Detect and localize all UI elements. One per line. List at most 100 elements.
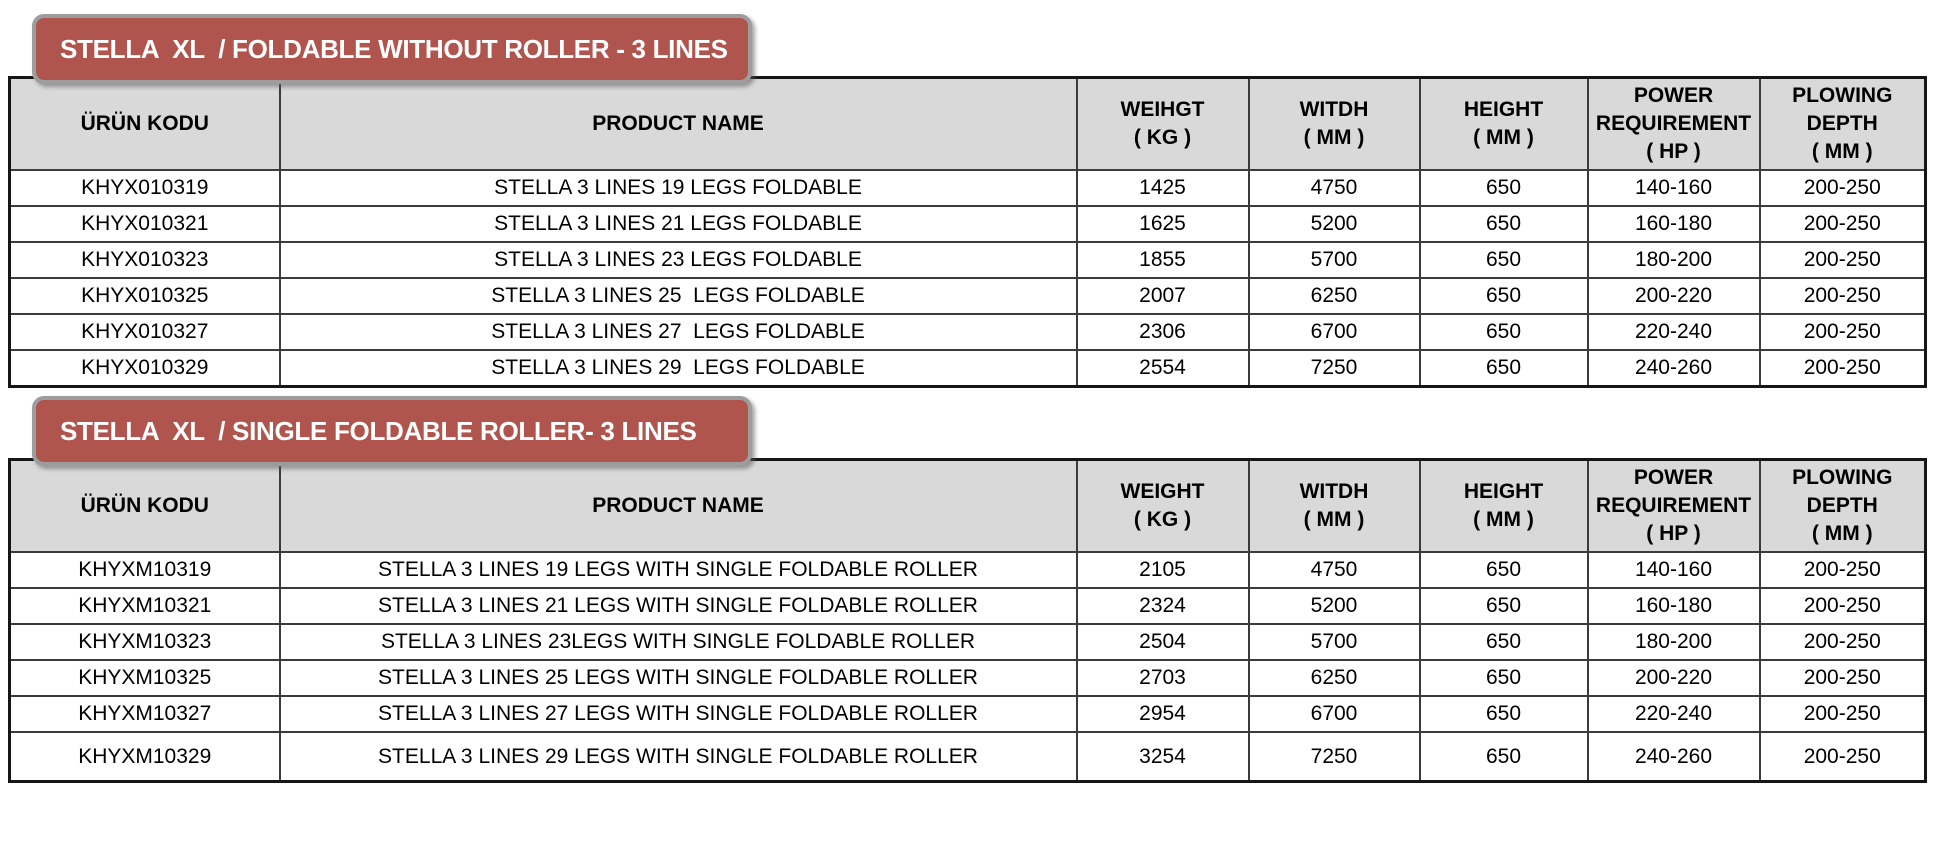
width-mm-cell: 5700 — [1247, 241, 1421, 279]
height-mm-cell: 650 — [1418, 623, 1589, 661]
width-mm-cell: 6700 — [1247, 695, 1421, 733]
column-header-width-mm: WITDH ( MM ) — [1247, 76, 1421, 171]
column-header-width-mm: WITDH ( MM ) — [1247, 458, 1421, 553]
product-name-cell: STELLA 3 LINES 27 LEGS FOLDABLE — [278, 313, 1078, 351]
header-row: ÜRÜN KODU PRODUCT NAME WEIGHT ( KG ) WITDH … — [8, 458, 1927, 553]
height-mm-cell: 650 — [1418, 169, 1589, 207]
plowing-depth-mm-cell: 200-250 — [1758, 241, 1927, 279]
width-mm-cell: 5700 — [1247, 623, 1421, 661]
urun-kodu-cell: KHYX010325 — [8, 277, 281, 315]
weight-kg-cell: 1425 — [1075, 169, 1250, 207]
urun-kodu-cell: KHYX010319 — [8, 169, 281, 207]
section-banner-foldable-without-roller: STELLA XL / FOLDABLE WITHOUT ROLLER - 3 … — [32, 14, 752, 84]
table-row: KHYXM10319 STELLA 3 LINES 19 LEGS WITH SI… — [8, 551, 1927, 589]
height-mm-cell: 650 — [1418, 551, 1589, 589]
power-requirement-hp-cell: 180-200 — [1586, 241, 1761, 279]
weight-kg-cell: 2554 — [1075, 349, 1250, 388]
table-row: KHYXM10327 STELLA 3 LINES 27 LEGS WITH SI… — [8, 695, 1927, 733]
width-mm-cell: 4750 — [1247, 551, 1421, 589]
power-requirement-hp-cell: 240-260 — [1586, 731, 1761, 783]
weight-kg-cell: 2105 — [1075, 551, 1250, 589]
product-name-cell: STELLA 3 LINES 23 LEGS FOLDABLE — [278, 241, 1078, 279]
power-requirement-hp-cell: 180-200 — [1586, 623, 1761, 661]
urun-kodu-cell: KHYXM10321 — [8, 587, 281, 625]
product-name-cell: STELLA 3 LINES 29 LEGS WITH SINGLE FOLDA… — [278, 731, 1078, 783]
width-mm-cell: 5200 — [1247, 205, 1421, 243]
height-mm-cell: 650 — [1418, 349, 1589, 388]
product-name-cell: STELLA 3 LINES 23LEGS WITH SINGLE FOLDAB… — [278, 623, 1078, 661]
column-header-product-name: PRODUCT NAME — [278, 458, 1078, 553]
plowing-depth-mm-cell: 200-250 — [1758, 313, 1927, 351]
power-requirement-hp-cell: 200-220 — [1586, 277, 1761, 315]
urun-kodu-cell: KHYXM10325 — [8, 659, 281, 697]
product-name-cell: STELLA 3 LINES 19 LEGS FOLDABLE — [278, 169, 1078, 207]
urun-kodu-cell: KHYXM10319 — [8, 551, 281, 589]
width-mm-cell: 6250 — [1247, 277, 1421, 315]
product-name-cell: STELLA 3 LINES 27 LEGS WITH SINGLE FOLDA… — [278, 695, 1078, 733]
spec-table-single-foldable-roller: ÜRÜN KODU PRODUCT NAME WEIGHT ( KG ) WITDH … — [8, 458, 1927, 783]
width-mm-cell: 6700 — [1247, 313, 1421, 351]
plowing-depth-mm-cell: 200-250 — [1758, 169, 1927, 207]
table-row: KHYX010329 STELLA 3 LINES 29 LEGS FOLDABL… — [8, 349, 1927, 388]
table-row: KHYXM10323 STELLA 3 LINES 23LEGS WITH SIN… — [8, 623, 1927, 661]
power-requirement-hp-cell: 240-260 — [1586, 349, 1761, 388]
power-requirement-hp-cell: 220-240 — [1586, 313, 1761, 351]
weight-kg-cell: 2954 — [1075, 695, 1250, 733]
weight-kg-cell: 2306 — [1075, 313, 1250, 351]
width-mm-cell: 7250 — [1247, 731, 1421, 783]
table-row: KHYX010323 STELLA 3 LINES 23 LEGS FOLDABL… — [8, 241, 1927, 279]
plowing-depth-mm-cell: 200-250 — [1758, 731, 1927, 783]
height-mm-cell: 650 — [1418, 731, 1589, 783]
column-header-product-name: PRODUCT NAME — [278, 76, 1078, 171]
power-requirement-hp-cell: 140-160 — [1586, 551, 1761, 589]
column-header-power-requirement-hp: POWER REQUIREMENT ( HP ) — [1586, 76, 1761, 171]
column-header-urun-kodu: ÜRÜN KODU — [8, 458, 281, 553]
height-mm-cell: 650 — [1418, 205, 1589, 243]
table-row: KHYXM10329 STELLA 3 LINES 29 LEGS WITH SI… — [8, 731, 1927, 783]
height-mm-cell: 650 — [1418, 587, 1589, 625]
urun-kodu-cell: KHYXM10329 — [8, 731, 281, 783]
urun-kodu-cell: KHYXM10323 — [8, 623, 281, 661]
column-header-weight-kg: WEIHGT ( KG ) — [1075, 76, 1250, 171]
plowing-depth-mm-cell: 200-250 — [1758, 587, 1927, 625]
product-name-cell: STELLA 3 LINES 21 LEGS FOLDABLE — [278, 205, 1078, 243]
urun-kodu-cell: KHYX010329 — [8, 349, 281, 388]
plowing-depth-mm-cell: 200-250 — [1758, 205, 1927, 243]
urun-kodu-cell: KHYX010321 — [8, 205, 281, 243]
column-header-plowing-depth-mm: PLOWING DEPTH ( MM ) — [1758, 76, 1927, 171]
height-mm-cell: 650 — [1418, 277, 1589, 315]
weight-kg-cell: 2504 — [1075, 623, 1250, 661]
header-row: ÜRÜN KODU PRODUCT NAME WEIHGT ( KG ) WITDH … — [8, 76, 1927, 171]
power-requirement-hp-cell: 220-240 — [1586, 695, 1761, 733]
column-header-plowing-depth-mm: PLOWING DEPTH ( MM ) — [1758, 458, 1927, 553]
product-name-cell: STELLA 3 LINES 25 LEGS FOLDABLE — [278, 277, 1078, 315]
plowing-depth-mm-cell: 200-250 — [1758, 349, 1927, 388]
table-row: KHYX010327 STELLA 3 LINES 27 LEGS FOLDABL… — [8, 313, 1927, 351]
urun-kodu-cell: KHYX010323 — [8, 241, 281, 279]
table-row: KHYXM10325 STELLA 3 LINES 25 LEGS WITH SI… — [8, 659, 1927, 697]
column-header-power-requirement-hp: POWER REQUIREMENT ( HP ) — [1586, 458, 1761, 553]
power-requirement-hp-cell: 140-160 — [1586, 169, 1761, 207]
table-row: KHYX010325 STELLA 3 LINES 25 LEGS FOLDABL… — [8, 277, 1927, 315]
plowing-depth-mm-cell: 200-250 — [1758, 623, 1927, 661]
table-row: KHYX010321 STELLA 3 LINES 21 LEGS FOLDABL… — [8, 205, 1927, 243]
product-name-cell: STELLA 3 LINES 25 LEGS WITH SINGLE FOLDA… — [278, 659, 1078, 697]
section-banner-single-foldable-roller: STELLA XL / SINGLE FOLDABLE ROLLER- 3 LI… — [32, 396, 752, 466]
height-mm-cell: 650 — [1418, 659, 1589, 697]
weight-kg-cell: 2703 — [1075, 659, 1250, 697]
power-requirement-hp-cell: 160-180 — [1586, 205, 1761, 243]
weight-kg-cell: 1625 — [1075, 205, 1250, 243]
plowing-depth-mm-cell: 200-250 — [1758, 551, 1927, 589]
width-mm-cell: 6250 — [1247, 659, 1421, 697]
column-header-height-mm: HEIGHT ( MM ) — [1418, 458, 1589, 553]
column-header-weight-kg: WEIGHT ( KG ) — [1075, 458, 1250, 553]
plowing-depth-mm-cell: 200-250 — [1758, 277, 1927, 315]
spec-sheet-page: STELLA XL / FOLDABLE WITHOUT ROLLER - 3 … — [0, 14, 1952, 868]
table-row: KHYX010319 STELLA 3 LINES 19 LEGS FOLDABL… — [8, 169, 1927, 207]
product-name-cell: STELLA 3 LINES 19 LEGS WITH SINGLE FOLDA… — [278, 551, 1078, 589]
plowing-depth-mm-cell: 200-250 — [1758, 695, 1927, 733]
product-name-cell: STELLA 3 LINES 29 LEGS FOLDABLE — [278, 349, 1078, 388]
width-mm-cell: 4750 — [1247, 169, 1421, 207]
table-row: KHYXM10321 STELLA 3 LINES 21 LEGS WITH SI… — [8, 587, 1927, 625]
weight-kg-cell: 3254 — [1075, 731, 1250, 783]
